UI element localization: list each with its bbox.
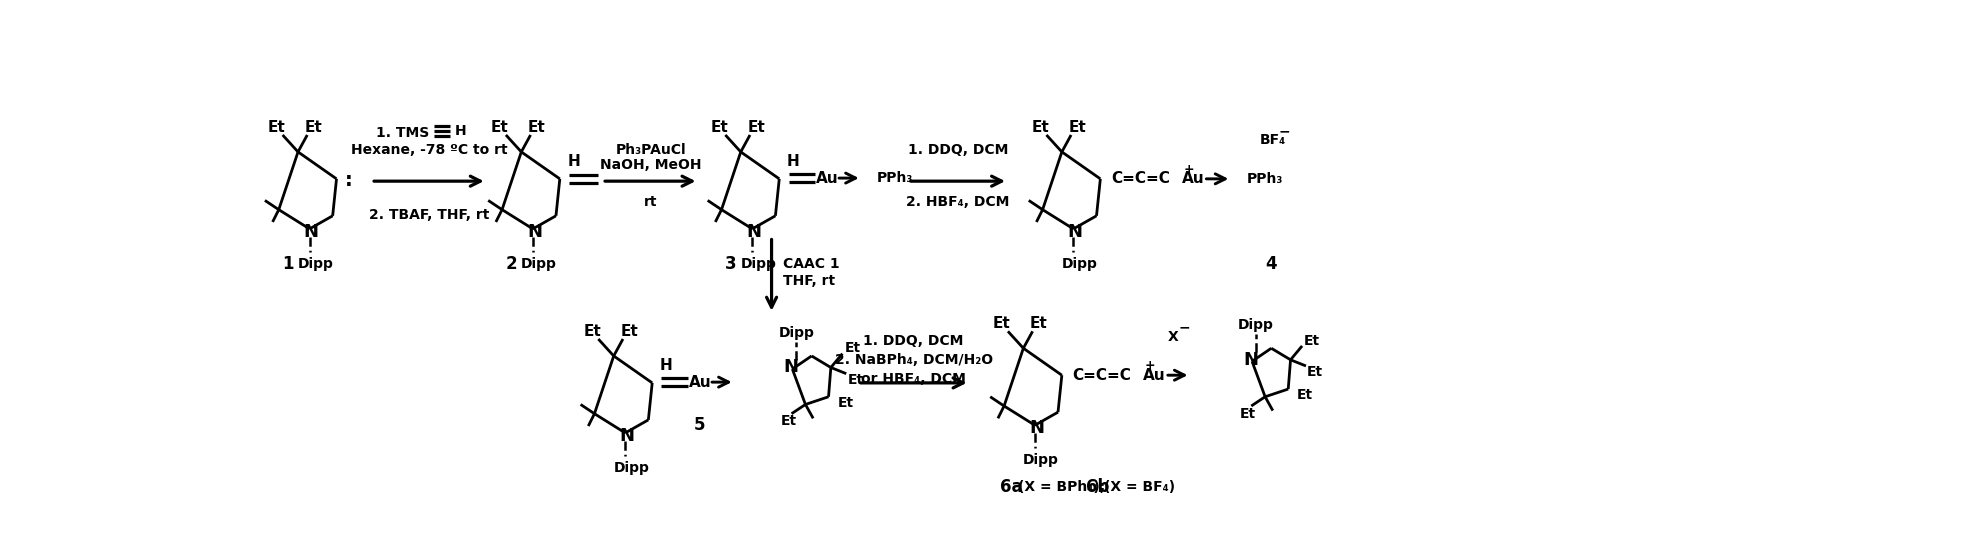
Text: −: − xyxy=(1179,320,1191,334)
Text: Et: Et xyxy=(1240,407,1256,421)
Text: +: + xyxy=(1183,163,1195,176)
Text: Et: Et xyxy=(847,373,863,387)
Text: H: H xyxy=(786,155,800,170)
Text: Et: Et xyxy=(780,414,796,428)
Text: N: N xyxy=(620,427,634,445)
Text: (X = BPh₄);: (X = BPh₄); xyxy=(1017,480,1106,494)
Text: H: H xyxy=(660,358,672,374)
Text: BF₄: BF₄ xyxy=(1260,133,1286,147)
Text: Dipp: Dipp xyxy=(1063,256,1098,270)
Text: :: : xyxy=(346,171,354,190)
Text: Et: Et xyxy=(267,120,284,135)
Text: Et: Et xyxy=(845,341,861,355)
Text: H: H xyxy=(454,124,466,138)
Text: H: H xyxy=(567,155,581,170)
Text: Et: Et xyxy=(1029,316,1047,331)
Text: Dipp: Dipp xyxy=(1238,318,1274,332)
Text: 1. DDQ, DCM: 1. DDQ, DCM xyxy=(863,334,964,348)
Text: C=C=C: C=C=C xyxy=(1072,368,1132,382)
Text: Au: Au xyxy=(1144,368,1165,382)
Text: −: − xyxy=(1280,124,1290,138)
Text: PPh₃: PPh₃ xyxy=(1246,172,1284,186)
Text: 3: 3 xyxy=(725,255,737,273)
Text: N: N xyxy=(1066,223,1082,241)
Text: Dipp: Dipp xyxy=(1023,453,1059,467)
Text: Et: Et xyxy=(747,120,764,135)
Text: Et: Et xyxy=(492,120,510,135)
Text: or HBF₄, DCM: or HBF₄, DCM xyxy=(861,372,966,386)
Text: PPh₃: PPh₃ xyxy=(877,171,912,185)
Text: rt: rt xyxy=(644,195,658,209)
Text: Au: Au xyxy=(816,171,837,185)
Text: C=C=C: C=C=C xyxy=(1112,171,1169,186)
Text: Et: Et xyxy=(1068,120,1086,135)
Text: Et: Et xyxy=(1298,388,1313,402)
Text: 2. NaBPh₄, DCM/H₂O: 2. NaBPh₄, DCM/H₂O xyxy=(835,353,993,367)
Text: Dipp: Dipp xyxy=(778,326,814,340)
Text: 6b: 6b xyxy=(1086,478,1110,496)
Text: N: N xyxy=(304,223,318,241)
Text: N: N xyxy=(1242,351,1258,369)
Text: Dipp: Dipp xyxy=(614,460,650,474)
Text: N: N xyxy=(527,223,541,241)
Text: Et: Et xyxy=(1304,334,1319,348)
Text: 1. DDQ, DCM: 1. DDQ, DCM xyxy=(908,143,1007,157)
Text: N: N xyxy=(1029,419,1045,437)
Text: Au: Au xyxy=(1181,171,1205,186)
Text: Et: Et xyxy=(527,120,545,135)
Text: Et: Et xyxy=(1031,120,1049,135)
Text: Dipp: Dipp xyxy=(521,256,557,270)
Text: 4: 4 xyxy=(1266,255,1278,273)
Text: Et: Et xyxy=(304,120,322,135)
Text: Au: Au xyxy=(689,375,711,390)
Text: X: X xyxy=(1167,330,1179,344)
Text: Ph₃PAuCl: Ph₃PAuCl xyxy=(616,143,685,157)
Text: Et: Et xyxy=(993,316,1011,331)
Text: 2. TBAF, THF, rt: 2. TBAF, THF, rt xyxy=(369,208,490,222)
Text: 5: 5 xyxy=(693,416,705,434)
Text: 6a: 6a xyxy=(999,478,1023,496)
Text: Et: Et xyxy=(1307,365,1323,379)
Text: (X = BF₄): (X = BF₄) xyxy=(1104,480,1175,494)
Text: 1. TMS: 1. TMS xyxy=(375,125,429,139)
Text: 2: 2 xyxy=(506,255,517,273)
Text: THF, rt: THF, rt xyxy=(784,274,835,288)
Text: Et: Et xyxy=(711,120,729,135)
Text: N: N xyxy=(747,223,760,241)
Text: CAAC 1: CAAC 1 xyxy=(784,256,839,270)
Text: Et: Et xyxy=(620,324,638,339)
Text: NaOH, MeOH: NaOH, MeOH xyxy=(600,158,701,172)
Text: 1: 1 xyxy=(282,255,294,273)
Text: Hexane, -78 ºC to rt: Hexane, -78 ºC to rt xyxy=(352,143,508,157)
Text: Dipp: Dipp xyxy=(298,256,334,270)
Text: Et: Et xyxy=(583,324,600,339)
Text: +: + xyxy=(1146,360,1155,372)
Text: N: N xyxy=(784,358,798,376)
Text: 2. HBF₄, DCM: 2. HBF₄, DCM xyxy=(907,195,1009,209)
Text: Et: Et xyxy=(837,396,853,410)
Text: Dipp: Dipp xyxy=(741,256,776,270)
